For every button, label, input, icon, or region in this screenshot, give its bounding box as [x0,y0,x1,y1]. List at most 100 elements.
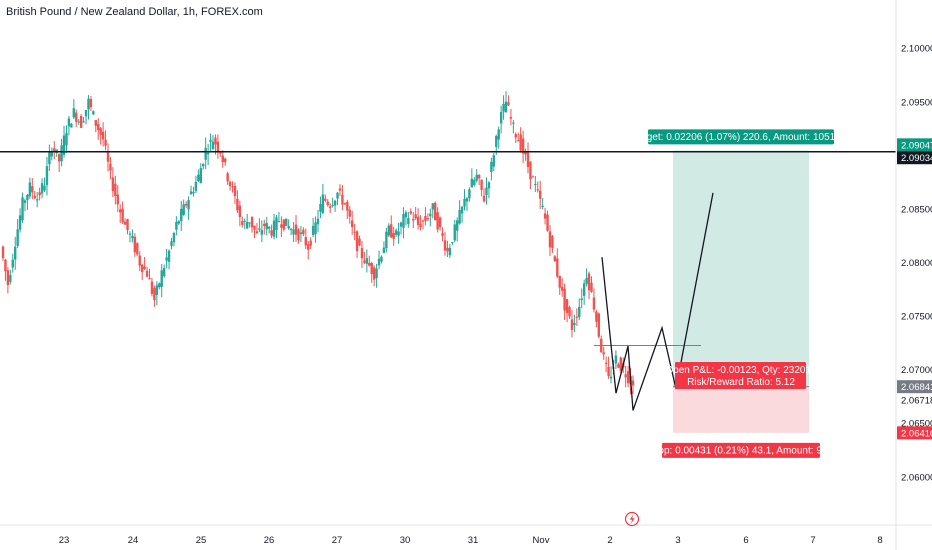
candle-body [106,151,110,162]
candle-body [512,122,515,124]
candle-body [441,233,444,236]
chart-title: British Pound / New Zealand Dollar, 1h, … [6,6,263,18]
candle-body [470,178,474,188]
candle-body [255,231,259,234]
projection-path [601,192,714,411]
price-badge-current [897,380,932,394]
time-axis: 23 24 25 26 27 30 31 Nov 2 3 6 7 8 [0,511,932,546]
candle-body [492,155,496,167]
candle-body [624,374,627,378]
candle-body [167,250,171,262]
candle-body [358,238,361,246]
candle-body [526,152,530,168]
candle-body [116,194,119,205]
candle-body [14,246,17,260]
candle-body [194,181,198,191]
candle-body [79,115,83,128]
candle-body [84,110,88,117]
target-info-text: Target: 0.02206 (1.07%) 220.6, Amount: 1… [633,132,850,143]
candle-body [614,355,618,364]
time-tick-label: 2 [607,535,612,546]
candle-body [426,218,430,220]
candle-body [465,198,469,202]
candle-body [128,233,132,235]
position-zones [673,150,809,433]
lightning-icon-bolt [629,514,635,524]
price-tick-label: 2.08500 [901,204,932,215]
candle-body [438,217,442,228]
candle-body [375,268,378,279]
target-zone[interactable] [673,150,809,387]
candle-body [16,229,19,246]
candle-body [67,118,71,127]
pnl-info-text: Open P&L: -0.00123, Qty: 232018 [665,365,817,376]
candle-body [238,205,242,217]
candle-body [104,139,107,146]
candle-body [324,198,327,201]
stop-zone[interactable] [673,386,809,433]
candle-body [75,112,78,122]
price-tick-label: 2.06000 [901,472,932,483]
price-badge-label: 2.06841 [901,382,932,393]
candle-body [43,185,46,191]
candle-body [62,135,66,155]
candle-body [333,200,337,206]
time-tick-label: 23 [59,535,70,546]
candle-body [204,147,207,160]
candle-body [289,228,293,230]
time-tick-label: 24 [128,535,139,546]
candle-body [11,259,14,268]
candle-body [407,218,410,224]
candle-body [26,194,29,201]
candle-body [292,229,295,235]
candle-body [473,179,476,185]
candle-body [160,270,163,287]
candle-body [287,225,290,229]
candle-body [353,231,356,233]
candle-body [617,364,620,368]
price-badge-label: 2.06410 [901,428,932,439]
candle-body [121,208,124,223]
candle-body [253,225,256,230]
time-tick-label: 27 [332,535,343,546]
candle-body [70,123,73,128]
candle-body [326,201,329,205]
candle-body [282,219,286,230]
candle-body [236,198,239,211]
candle-body [568,307,571,317]
candle-body [609,376,613,379]
candle-body [77,121,80,123]
candle-body [202,164,205,167]
candle-body [485,187,488,196]
candle-body [50,150,54,157]
candle-body [480,179,483,190]
candle-body [136,243,139,255]
candle-body [119,209,122,213]
candle-body [101,131,105,140]
candle-body [1,246,5,259]
projection-polyline[interactable] [601,192,714,411]
candle-body [319,203,322,212]
candle-body [260,230,264,235]
pnl-info-box [675,362,806,389]
candle-body [390,224,393,238]
candle-body [72,108,76,118]
candle-body [553,256,557,262]
candle-body [275,217,278,231]
candle-body [443,240,447,251]
candle-body [565,299,569,313]
candle-body [519,134,522,151]
candle-body [404,212,408,218]
lightning-icon[interactable] [624,511,640,527]
candle-body [458,209,461,224]
candle-body [21,197,24,221]
candle-body [224,158,227,163]
candle-body [517,140,520,142]
candle-body [604,362,608,365]
candle-body [370,263,373,275]
candle-body [529,161,532,180]
candle-body [543,213,547,219]
info-labels: Target: 0.02206 (1.07%) 220.6, Amount: 1… [633,129,850,458]
candle-body [495,136,498,147]
